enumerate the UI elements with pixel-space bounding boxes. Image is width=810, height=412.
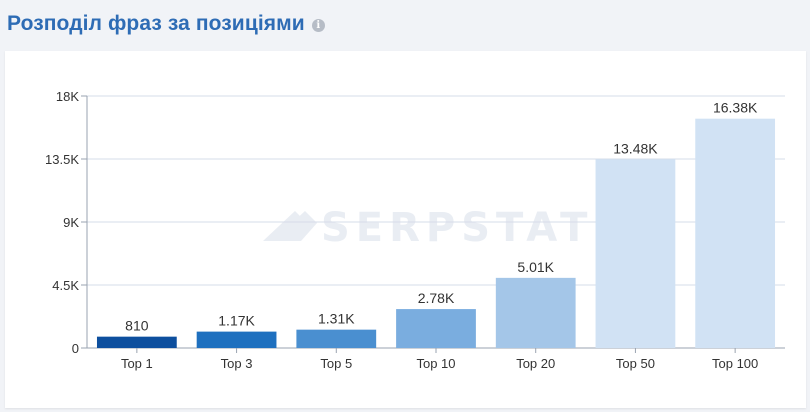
- data-label: 1.17K: [218, 313, 255, 329]
- data-label: 1.31K: [318, 311, 355, 327]
- x-tick-label: Top 20: [516, 356, 555, 371]
- bar-chart: SERPSTAT 0 4.5K 9K 13.5K 18K 810 Top 1 1.17K Top …: [45, 89, 785, 371]
- chart-card: SERPSTAT 0 4.5K 9K 13.5K 18K 810 Top 1 1.17K Top …: [5, 51, 806, 408]
- x-tick-label: Top 1: [121, 356, 153, 371]
- bar[interactable]: [695, 118, 776, 349]
- y-tick-label: 0: [72, 341, 79, 356]
- bar[interactable]: [196, 331, 277, 348]
- x-tick-label: Top 10: [416, 356, 455, 371]
- y-tick-label: 13.5K: [45, 152, 79, 167]
- watermark-text: SERPSTAT: [321, 205, 593, 251]
- bar[interactable]: [96, 336, 177, 348]
- y-tick-label: 9K: [63, 215, 79, 230]
- chart-title: Розподіл фраз за позиціями: [7, 12, 305, 35]
- bar[interactable]: [296, 329, 377, 348]
- data-label: 16.38K: [713, 100, 758, 116]
- x-tick-label: Top 100: [712, 356, 758, 371]
- x-tick-label: Top 3: [221, 356, 253, 371]
- y-tick-label: 4.5K: [52, 278, 79, 293]
- bar[interactable]: [495, 277, 576, 348]
- y-tick-label: 18K: [56, 89, 79, 104]
- serpstat-logo-icon: [263, 211, 317, 241]
- x-tick-label: Top 50: [616, 356, 655, 371]
- bar[interactable]: [396, 309, 476, 348]
- data-label: 810: [125, 318, 149, 334]
- data-label: 2.78K: [418, 290, 455, 306]
- x-tick-label: Top 5: [320, 356, 352, 371]
- info-icon[interactable]: i: [311, 19, 325, 32]
- chart-header: Розподіл фраз за позиціями i: [7, 12, 325, 36]
- bar[interactable]: [595, 159, 676, 348]
- data-label: 5.01K: [517, 259, 554, 275]
- watermark: SERPSTAT: [263, 205, 593, 251]
- data-label: 13.48K: [613, 140, 658, 156]
